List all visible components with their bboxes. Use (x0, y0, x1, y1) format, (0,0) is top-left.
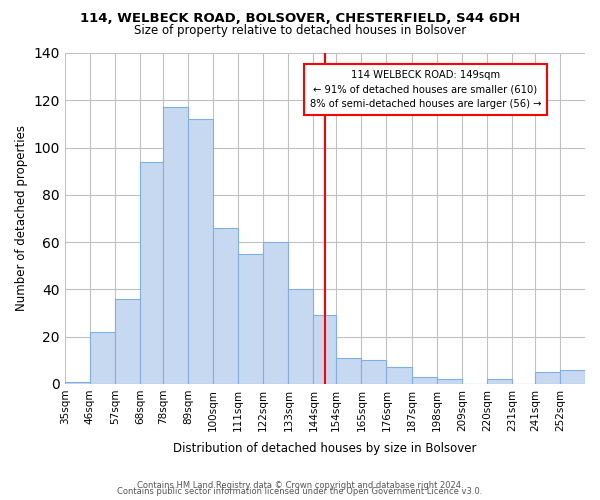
Bar (313, 316, 337, 384)
Text: Contains HM Land Registry data © Crown copyright and database right 2024.: Contains HM Land Registry data © Crown c… (137, 481, 463, 490)
Bar (535, 372, 560, 384)
Bar (213, 228, 238, 384)
Bar (263, 242, 289, 384)
X-axis label: Distribution of detached houses by size in Bolsover: Distribution of detached houses by size … (173, 442, 476, 455)
Y-axis label: Number of detached properties: Number of detached properties (15, 126, 28, 312)
Bar (188, 119, 213, 384)
Bar (90, 332, 115, 384)
Bar (412, 377, 437, 384)
Bar (65, 382, 90, 384)
Bar (560, 370, 585, 384)
Bar (437, 379, 462, 384)
Bar (361, 360, 386, 384)
Bar (238, 254, 263, 384)
Text: 114, WELBECK ROAD, BOLSOVER, CHESTERFIELD, S44 6DH: 114, WELBECK ROAD, BOLSOVER, CHESTERFIEL… (80, 12, 520, 26)
Text: Size of property relative to detached houses in Bolsover: Size of property relative to detached ho… (134, 24, 466, 37)
Bar (289, 290, 313, 384)
Bar (115, 299, 140, 384)
Bar (337, 358, 361, 384)
Text: 114 WELBECK ROAD: 149sqm
← 91% of detached houses are smaller (610)
8% of semi-d: 114 WELBECK ROAD: 149sqm ← 91% of detach… (310, 70, 541, 109)
Bar (386, 368, 412, 384)
Bar (163, 108, 188, 384)
Text: Contains public sector information licensed under the Open Government Licence v3: Contains public sector information licen… (118, 487, 482, 496)
Bar (140, 162, 163, 384)
Bar (487, 379, 512, 384)
